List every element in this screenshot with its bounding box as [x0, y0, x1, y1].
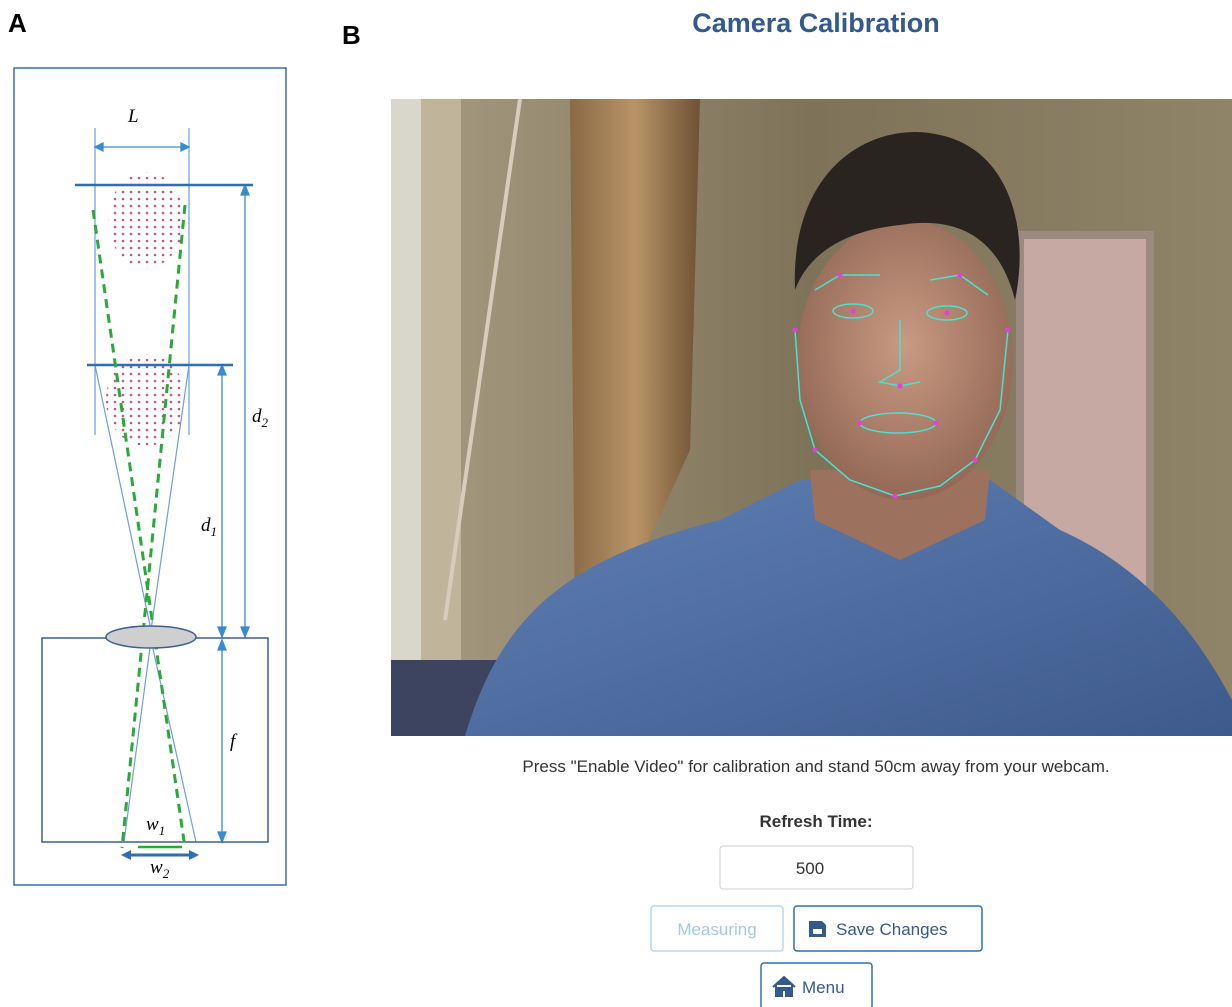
landmark-point: [1005, 327, 1011, 333]
ray: [150, 639, 197, 843]
dimension-lines: [93, 141, 250, 844]
home-icon: [772, 975, 796, 997]
label-w1: w1: [146, 814, 165, 838]
save-icon-detail: [813, 929, 822, 934]
arrowhead: [217, 626, 227, 639]
person-neck: [810, 470, 990, 560]
ray: [91, 209, 187, 849]
landmark-point: [837, 272, 843, 278]
arrowhead: [217, 638, 227, 651]
panel-letter: A: [8, 8, 27, 38]
ray: [94, 364, 152, 631]
landmark-point: [972, 457, 978, 463]
landmark-point: [892, 493, 898, 499]
arrowhead: [121, 850, 131, 860]
arrowhead: [93, 141, 104, 153]
label-sub: 1: [159, 823, 166, 838]
button-label: Menu: [802, 978, 845, 997]
label-sub: 1: [211, 524, 218, 539]
person-hair: [794, 132, 1020, 300]
face-far: [108, 172, 184, 268]
arrowhead: [240, 183, 250, 196]
ray: [150, 364, 190, 631]
label-base: w: [150, 857, 163, 878]
input-value: 500: [796, 859, 824, 878]
button-box[interactable]: [650, 905, 784, 952]
arrowhead: [217, 831, 227, 844]
label-sub: 2: [163, 866, 170, 881]
save-button[interactable]: Save Changes: [793, 905, 983, 952]
label-f: f: [230, 731, 238, 752]
landmark-points: [792, 272, 1011, 499]
refresh-input[interactable]: 500: [719, 845, 914, 890]
diagram-labels: L d2 d1 f w1 w2: [127, 106, 269, 881]
landmark-point: [812, 447, 818, 453]
label-d2: d2: [252, 406, 269, 430]
lens: [105, 625, 197, 649]
window: [391, 99, 421, 699]
landmark-point: [897, 383, 903, 389]
ray: [120, 204, 187, 849]
landmark-point: [792, 327, 798, 333]
arrowhead: [180, 141, 191, 153]
ray: [123, 639, 152, 843]
input-box[interactable]: [719, 845, 914, 890]
eye: [926, 305, 968, 321]
landmark-point: [850, 308, 856, 314]
label-sub: 2: [262, 415, 269, 430]
label-l: L: [127, 106, 139, 127]
eye: [832, 303, 874, 319]
person-face: [797, 220, 1013, 500]
arrowhead: [189, 850, 199, 860]
label-base: d: [252, 406, 262, 427]
button-label: Measuring: [677, 920, 756, 939]
face-near: [106, 354, 186, 446]
green-rays: [91, 204, 187, 849]
label-d1: d1: [201, 515, 217, 539]
arrowhead: [217, 363, 227, 376]
landmark-point: [957, 272, 963, 278]
curtain: [570, 99, 700, 640]
label-w2: w2: [150, 857, 170, 881]
cord: [443, 98, 522, 621]
nose: [877, 320, 921, 387]
landmark-point: [933, 420, 939, 426]
label-base: w: [146, 814, 159, 835]
label-base: d: [201, 515, 211, 536]
wall-left: [421, 99, 461, 699]
arrowhead: [240, 626, 250, 639]
webcam-video: [391, 98, 1232, 736]
page-title: Camera Calibration: [692, 8, 940, 38]
diagram-frame: [13, 67, 287, 886]
person-shirt: [465, 480, 1232, 736]
panel-b: B Camera Calibration: [342, 8, 1232, 1007]
menu-button[interactable]: Menu: [760, 962, 873, 1007]
face-dots: [106, 172, 186, 446]
instruction-text: Press "Enable Video" for calibration and…: [522, 757, 1109, 776]
button-box[interactable]: [793, 905, 983, 952]
measuring-button[interactable]: Measuring: [650, 905, 784, 952]
panel-letter: B: [342, 20, 361, 50]
panel-a: A: [8, 8, 287, 886]
button-label: Save Changes: [836, 920, 948, 939]
landmark-point: [857, 420, 863, 426]
refresh-label: Refresh Time:: [759, 812, 872, 831]
landmark-point: [944, 310, 950, 316]
